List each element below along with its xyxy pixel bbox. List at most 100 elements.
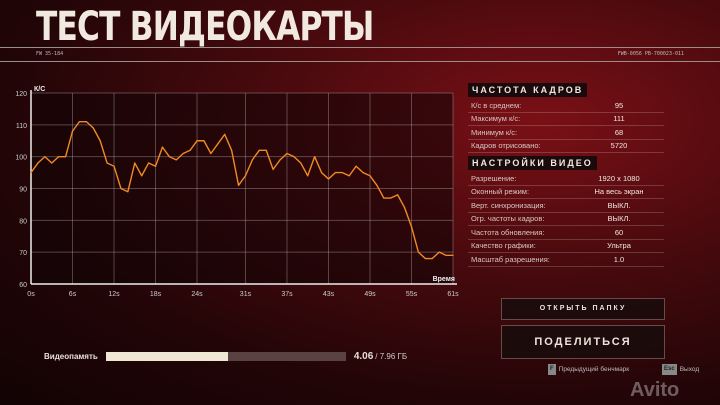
open-folder-button[interactable]: ОТКРЫТЬ ПАПКУ: [501, 298, 665, 320]
data-point: [390, 197, 392, 199]
data-point: [92, 127, 94, 129]
data-point: [410, 226, 413, 228]
x-tick-label: 37s: [281, 291, 293, 298]
data-point: [224, 133, 226, 135]
data-point: [307, 175, 309, 177]
stat-value: 111: [613, 114, 625, 124]
x-tick-label: 31s: [240, 291, 252, 298]
data-point: [106, 162, 108, 164]
x-tick-label: 6s: [69, 291, 77, 298]
data-point: [203, 140, 205, 142]
fps-heading: ЧАСТОТА КАДРОВ: [468, 83, 588, 97]
x-tick-label: 12s: [108, 291, 120, 298]
data-point: [237, 184, 240, 186]
data-point: [265, 149, 267, 151]
data-point: [251, 159, 253, 161]
x-tick-label: 61s: [447, 291, 459, 298]
data-point: [71, 130, 74, 132]
stat-row: Качество графики: Ультра: [468, 240, 664, 253]
data-point: [417, 251, 420, 253]
data-point: [383, 197, 385, 199]
share-button[interactable]: ПОДЕЛИТЬСЯ: [501, 325, 665, 359]
x-tick-label: 24s: [191, 291, 203, 298]
plot-area: [31, 93, 453, 284]
data-point: [452, 254, 454, 256]
data-point: [44, 156, 46, 158]
vram-bar-fill: [105, 352, 229, 361]
stat-label: Масштаб разрешения:: [471, 254, 550, 264]
data-point: [438, 251, 440, 253]
data-point: [141, 175, 143, 177]
data-point: [37, 162, 39, 164]
data-point: [397, 194, 399, 196]
stat-row: Масштаб разрешения: 1.0: [468, 253, 664, 267]
data-point: [217, 143, 219, 145]
data-point: [369, 175, 371, 177]
data-point: [376, 184, 378, 186]
stat-value: Ультра: [607, 241, 631, 251]
stat-label: К/с в среднем:: [471, 100, 522, 110]
prev-benchmark-button[interactable]: F Предыдущий бенчмарк: [548, 364, 629, 375]
stat-value: 68: [614, 127, 624, 137]
stat-row: Минимум к/с: 68: [468, 126, 664, 140]
x-tick-label: 18s: [150, 291, 162, 298]
y-tick-label: 70: [19, 250, 27, 257]
video-section: НАСТРОЙКИ ВИДЕО Разрешение: 1920 x 1080 Ок…: [468, 153, 664, 267]
data-point: [314, 156, 316, 158]
stat-row: К/с в среднем: 95: [468, 99, 664, 113]
y-tick-label: 90: [19, 187, 27, 194]
stat-label: Огр. частоты кадров:: [471, 214, 545, 224]
stat-label: Разрешение:: [471, 173, 517, 183]
stat-value: 1920 x 1080: [598, 173, 640, 183]
y-tick-label: 80: [19, 218, 27, 225]
data-point: [175, 159, 177, 161]
watermark-logo: Avito: [630, 379, 680, 401]
data-point: [341, 171, 343, 174]
y-tick-label: 100: [15, 155, 27, 162]
data-point: [300, 162, 302, 164]
data-point: [196, 140, 198, 142]
stat-label: Минимум к/с:: [471, 127, 518, 137]
exit-button[interactable]: Esc Выход: [662, 364, 699, 375]
stat-value: 1.0: [613, 254, 625, 264]
data-point: [30, 171, 32, 174]
vram-total: / 7.96 ГБ: [375, 352, 408, 361]
stat-label: Оконный режим:: [471, 187, 530, 197]
data-point: [120, 187, 122, 190]
divider: [0, 47, 720, 48]
data-point: [286, 152, 288, 155]
data-point: [320, 171, 323, 174]
fps-chart: 60 70 80 90 100 110 120 0s 6s 12s 18s 24s 31s 37s 43s 4…: [15, 86, 459, 298]
vram-label: Видеопамять: [44, 352, 98, 361]
stat-label: Кадров отрисовано:: [471, 141, 541, 151]
stat-value: 95: [614, 100, 624, 110]
stat-label: Верт. синхронизация:: [471, 200, 546, 210]
stat-label: Максимум к/с:: [471, 114, 521, 124]
data-point: [348, 175, 350, 177]
data-point: [362, 171, 364, 174]
data-point: [78, 121, 81, 123]
key-f-icon: F: [548, 364, 556, 375]
x-tick-label: 49s: [364, 291, 376, 298]
fps-line: [30, 120, 453, 260]
stat-row: Верт. синхронизация: ВЫКЛ.: [468, 199, 664, 213]
stat-row: Оконный режим: На весь экран: [468, 186, 664, 199]
data-point: [258, 149, 260, 151]
code-right: FWB-0056 PB-700023-011: [617, 51, 684, 57]
data-point: [327, 178, 330, 180]
stat-value: На весь экран: [594, 187, 644, 197]
stat-label: Частота обновления:: [471, 227, 545, 237]
stat-value: ВЫКЛ.: [607, 200, 631, 210]
data-point: [445, 254, 447, 256]
data-point: [85, 121, 87, 123]
data-point: [355, 165, 357, 167]
data-point: [279, 159, 281, 161]
stat-value: 60: [614, 227, 624, 237]
y-tick-label: 60: [19, 282, 27, 289]
prev-benchmark-label: Предыдущий бенчмарк: [558, 366, 630, 373]
data-point: [210, 152, 212, 155]
video-heading: НАСТРОЙКИ ВИДЕО: [468, 156, 597, 170]
data-point: [334, 171, 336, 174]
vram-bar: [105, 352, 346, 361]
stat-row: Разрешение: 1920 x 1080: [468, 172, 664, 186]
